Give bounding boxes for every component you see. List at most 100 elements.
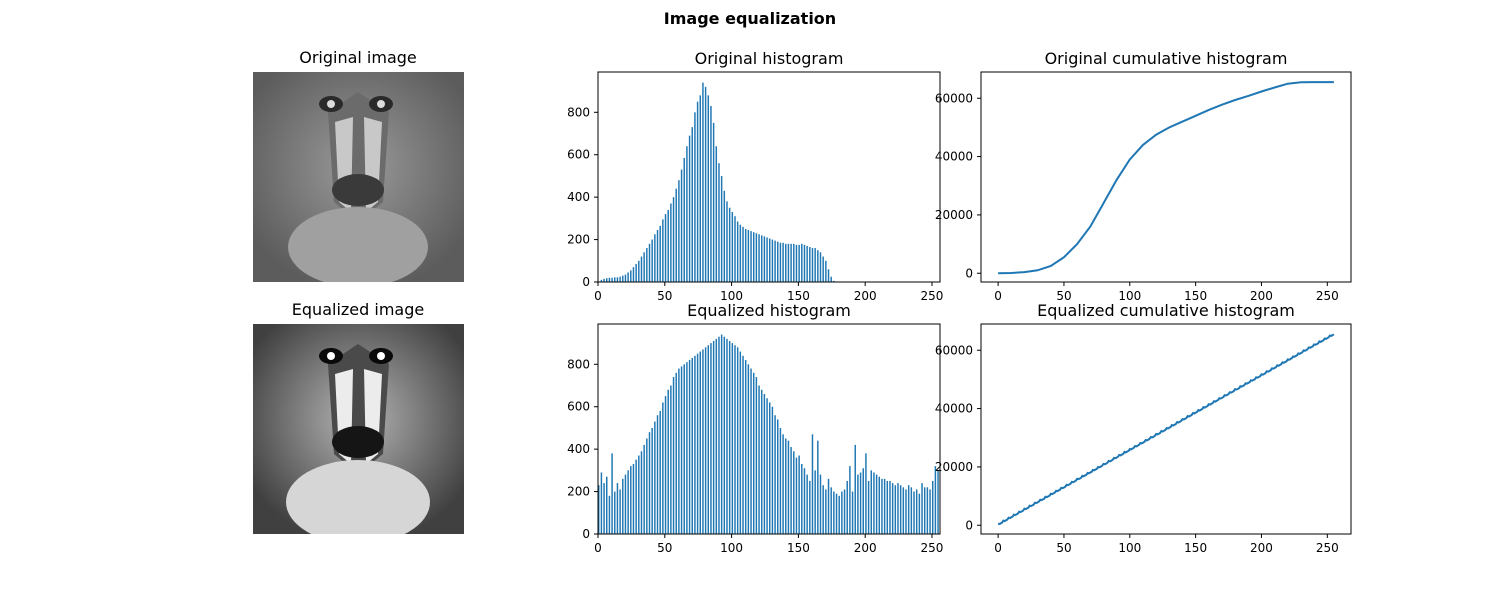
histogram-bar <box>854 444 856 534</box>
histogram-bar <box>921 483 923 534</box>
histogram-bar <box>611 277 613 282</box>
x-tick-label: 250 <box>921 289 944 303</box>
cumulative-line <box>997 333 1335 526</box>
y-tick-label: 20000 <box>935 460 973 474</box>
x-tick-label: 50 <box>1056 289 1071 303</box>
histogram-bar <box>694 112 696 282</box>
histogram-bar <box>742 226 744 282</box>
histogram-bar <box>710 105 712 282</box>
y-tick-label: 60000 <box>935 91 973 105</box>
x-tick-label: 0 <box>994 289 1002 303</box>
histogram-bar <box>630 270 632 282</box>
histogram-bar <box>726 338 728 534</box>
histogram-bar <box>723 336 726 534</box>
histogram-bar <box>731 212 734 282</box>
histogram-bar <box>600 279 603 282</box>
histogram-bar <box>809 247 811 282</box>
histogram-bar <box>747 230 750 282</box>
histogram-bar <box>600 472 603 534</box>
histogram-bar <box>827 478 830 534</box>
chart-title: Original cumulative histogram <box>1045 49 1288 68</box>
histogram-bar <box>806 245 808 282</box>
histogram-bar <box>763 236 766 282</box>
histogram-bar <box>656 415 659 534</box>
equalized-image-title: Equalized image <box>291 300 425 319</box>
histogram-bar <box>638 260 640 282</box>
histogram-bar <box>707 345 710 534</box>
histogram-bar <box>897 483 899 534</box>
histogram-bar <box>771 406 774 534</box>
x-tick-label: 100 <box>1118 541 1141 555</box>
histogram-bar <box>830 487 832 534</box>
histogram-bar <box>889 480 891 534</box>
histogram-bar <box>929 489 931 534</box>
histogram-bar <box>769 238 771 282</box>
histogram-bar <box>766 237 768 282</box>
histogram-bar <box>795 457 798 534</box>
histogram-bar <box>867 480 870 534</box>
histogram-bar <box>638 455 640 534</box>
histogram-bar <box>752 232 755 282</box>
histogram-bar <box>934 466 937 534</box>
histogram-bar <box>699 95 702 282</box>
histogram-bar <box>841 491 843 534</box>
histogram-bar <box>830 276 832 282</box>
histogram-bar <box>667 389 669 534</box>
histogram-bar <box>750 231 752 282</box>
histogram-bar <box>758 234 760 282</box>
histogram-bar <box>782 242 784 282</box>
histogram-bar <box>672 197 675 282</box>
histogram-bar <box>742 355 744 534</box>
histogram-bar <box>622 478 624 534</box>
histogram-bar <box>763 394 766 534</box>
histogram-bar <box>718 336 720 534</box>
x-tick-label: 200 <box>854 289 877 303</box>
histogram-bar <box>651 427 653 534</box>
histogram-bar <box>611 453 613 534</box>
histogram-bar <box>734 216 736 282</box>
y-tick-label: 600 <box>567 400 590 414</box>
histogram-bar <box>907 485 910 534</box>
histogram-bar <box>643 444 645 534</box>
histogram-bar <box>774 240 776 282</box>
histogram-bar <box>931 480 934 534</box>
y-tick-label: 0 <box>965 518 973 532</box>
histogram-bar <box>691 127 693 282</box>
histogram-bar <box>785 243 787 282</box>
histogram-bar <box>838 495 840 534</box>
histogram-bar <box>787 440 790 534</box>
eq-cdf-chart: Equalized cumulative histogram 0 50 100 150 2… <box>935 301 1352 555</box>
x-tick-label: 250 <box>1316 541 1339 555</box>
histogram-bar <box>782 434 784 534</box>
histogram-bar <box>736 221 739 282</box>
histogram-bar <box>752 372 755 534</box>
histogram-bar <box>675 188 677 282</box>
histogram-bar <box>870 470 873 534</box>
y-tick-label: 200 <box>567 485 590 499</box>
histogram-bar <box>798 455 800 534</box>
histogram-bar <box>851 491 854 534</box>
histogram-bar <box>731 343 734 534</box>
histogram-bar <box>811 434 814 534</box>
histogram-bar <box>664 214 667 282</box>
histogram-bar <box>683 157 685 282</box>
y-tick-label: 40000 <box>935 402 973 416</box>
y-tick-label: 400 <box>567 442 590 456</box>
histogram-bar <box>926 487 929 534</box>
histogram-bar <box>758 385 760 534</box>
y-tick-label: 800 <box>567 105 590 119</box>
histogram-bar <box>686 146 688 282</box>
histogram-bar <box>670 203 672 282</box>
histogram-bar <box>760 389 763 534</box>
histogram-bar <box>894 485 897 534</box>
histogram-bar <box>766 398 768 534</box>
histogram-bar <box>646 438 648 534</box>
histogram-bar <box>833 491 835 534</box>
y-tick-label: 0 <box>965 266 973 280</box>
x-tick-label: 0 <box>594 541 602 555</box>
histogram-bar <box>726 201 728 282</box>
histogram-bar <box>648 432 651 534</box>
x-tick-label: 50 <box>1056 541 1071 555</box>
y-tick-label: 20000 <box>935 208 973 222</box>
